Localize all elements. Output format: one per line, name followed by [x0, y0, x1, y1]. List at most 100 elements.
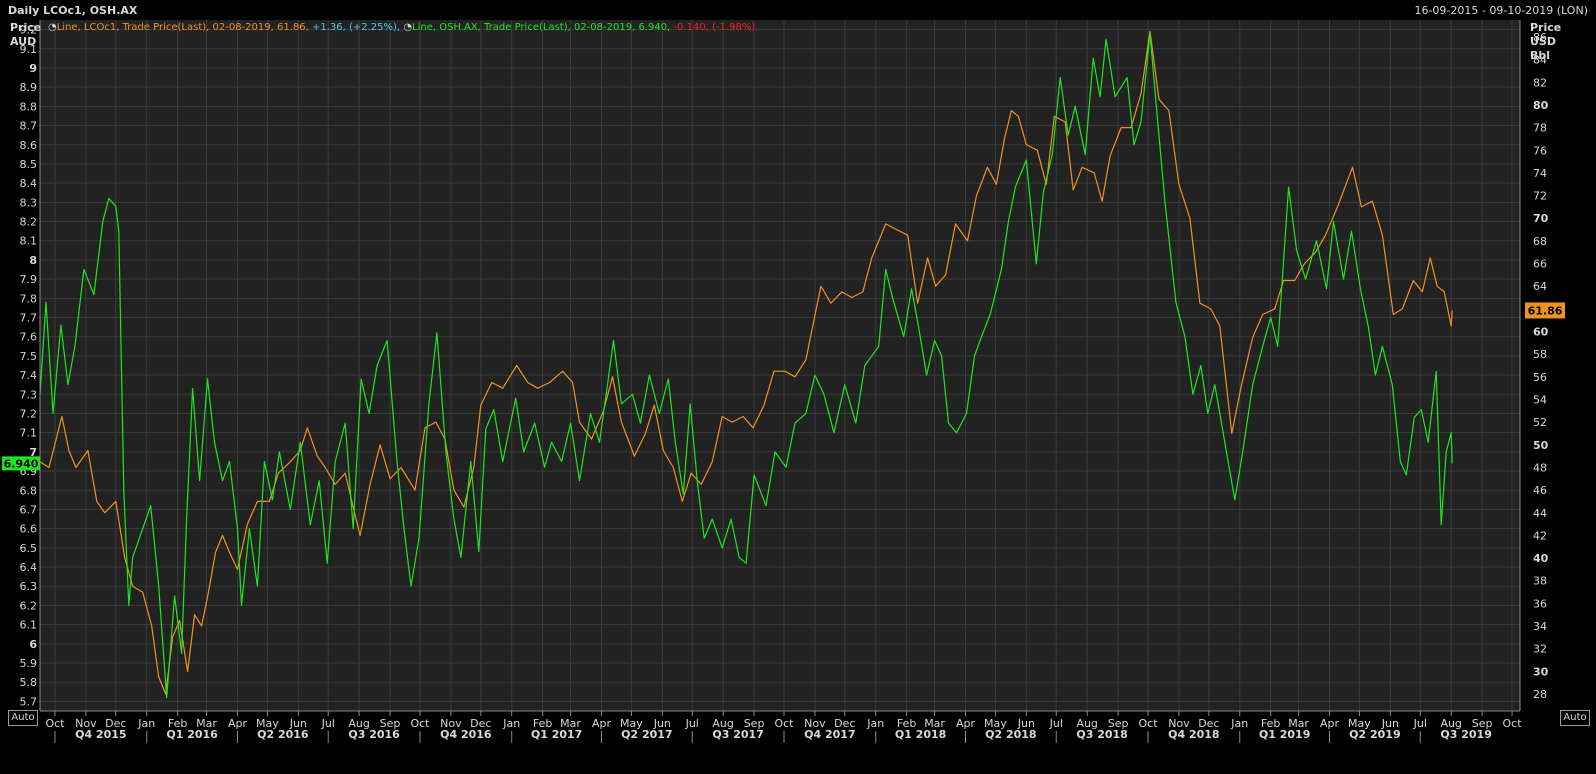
left-tick-label: 9: [29, 62, 37, 75]
month-label: Aug: [1440, 717, 1461, 730]
month-label: Oct: [45, 717, 65, 730]
month-label: Feb: [168, 717, 187, 730]
left-tick-label: 7.6: [20, 331, 38, 344]
month-label: Sep: [744, 717, 765, 730]
month-label: May: [984, 717, 1007, 730]
month-label: Mar: [196, 717, 217, 730]
left-tick-label: 9.1: [20, 43, 38, 56]
month-label: Aug: [348, 717, 369, 730]
right-tick-label: 38: [1533, 575, 1547, 588]
month-label: Mar: [1288, 717, 1309, 730]
last-value-tag-osh-ax: [2, 456, 40, 471]
last-value-tag-lcoc1: [1525, 302, 1565, 319]
left-tick-label: 8.8: [20, 100, 38, 113]
left-axis-title-price: Price: [10, 21, 42, 34]
right-tick-label: 36: [1533, 597, 1547, 610]
right-tick-label: 54: [1533, 393, 1547, 406]
right-tick-label: 44: [1533, 507, 1547, 520]
right-axis: 2830323436384042444648505254565860626466…: [1519, 20, 1549, 711]
month-label: Oct: [1138, 717, 1158, 730]
left-tick-label: 8.1: [20, 235, 38, 248]
series-osh-ax: [39, 32, 1453, 699]
left-tick-label: 6.4: [20, 561, 38, 574]
month-label: Nov: [1168, 717, 1190, 730]
x-axis: Oct Nov Dec Jan Feb Mar Apr May Jun Jul Aug Sep Oct N…: [40, 710, 1522, 743]
right-axis-title-price: Price: [1530, 21, 1562, 34]
left-axis: 5.75.85.966.16.26.36.46.56.66.76.86.977.…: [20, 20, 41, 711]
quarter-label: Q1 2017: [531, 728, 582, 741]
right-tick-label: 34: [1533, 620, 1547, 633]
month-label: Mar: [924, 717, 945, 730]
left-tick-label: 8.3: [20, 196, 38, 209]
month-label: Jul: [685, 717, 699, 730]
quarter-label: Q4 2015: [75, 728, 126, 741]
right-tick-label: 46: [1533, 484, 1547, 497]
quarter-label: Q2 2016: [257, 728, 309, 741]
month-label: Jun: [653, 717, 671, 730]
quarter-label: Q3 2018: [1076, 728, 1127, 741]
month-label: Feb: [897, 717, 916, 730]
month-label: Nov: [440, 717, 462, 730]
right-tick-label: 56: [1533, 371, 1547, 384]
right-tick-label: 84: [1533, 54, 1547, 67]
month-label: Aug: [1076, 717, 1097, 730]
left-tick-label: 7.4: [20, 369, 38, 382]
right-tick-label: 40: [1533, 552, 1549, 565]
month-label: Apr: [1320, 717, 1340, 730]
quarter-label: Q3 2017: [712, 728, 763, 741]
legend-item-osh-ax[interactable]: ◔Line, OSH.AX, Trade Price(Last), 02-08-…: [403, 22, 755, 33]
month-label: Oct: [410, 717, 430, 730]
quarter-label: Q3 2016: [348, 728, 400, 741]
month-label: Jul: [1413, 717, 1427, 730]
right-tick-label: 74: [1533, 167, 1547, 180]
month-label: Apr: [592, 717, 612, 730]
right-tick-label: 76: [1533, 144, 1547, 157]
month-label: Nov: [804, 717, 826, 730]
month-label: Dec: [834, 717, 855, 730]
right-tick-label: 42: [1533, 529, 1547, 542]
right-tick-label: 30: [1533, 665, 1549, 678]
quarter-label: Q1 2019: [1259, 728, 1310, 741]
month-label: Jul: [1049, 717, 1063, 730]
left-tick-label: 8.6: [20, 139, 38, 152]
quarter-label: Q2 2017: [621, 728, 672, 741]
quarter-label: Q4 2016: [440, 728, 492, 741]
right-axis-title-currency: USD: [1530, 35, 1556, 48]
last-value-text-lcoc1: 61.86: [1528, 304, 1563, 317]
left-tick-label: 5.7: [20, 695, 38, 708]
month-label: Apr: [956, 717, 976, 730]
left-tick-label: 7.5: [20, 350, 38, 363]
date-range: 16-09-2015 - 09-10-2019 (LON): [1414, 4, 1588, 17]
legend-change: +1.36, (+2.25%),: [311, 22, 401, 33]
right-tick-label: 68: [1533, 235, 1547, 248]
last-value-text-osh-ax: 6.940: [4, 457, 39, 470]
right-tick-label: 82: [1533, 76, 1547, 89]
left-tick-label: 7.3: [20, 388, 38, 401]
month-label: Sep: [1108, 717, 1129, 730]
series-line-osh-ax[interactable]: [39, 32, 1453, 699]
month-label: Jun: [1381, 717, 1399, 730]
left-tick-label: 8.9: [20, 81, 38, 94]
right-tick-label: 60: [1533, 326, 1549, 339]
month-label: Sep: [380, 717, 401, 730]
month-label: May: [256, 717, 279, 730]
month-label: Jun: [1017, 717, 1035, 730]
left-tick-label: 6.6: [20, 523, 38, 536]
month-label: Jan: [1230, 717, 1248, 730]
legend-item-lcoc1[interactable]: ◔Line, LCOc1, Trade Price(Last), 02-08-2…: [48, 22, 403, 33]
legend-change: -0.140, (-1.98%): [673, 22, 756, 33]
left-tick-label: 8.4: [20, 177, 38, 190]
left-tick-label: 7.1: [20, 427, 38, 440]
left-tick-label: 8.2: [20, 216, 38, 229]
right-tick-label: 32: [1533, 643, 1547, 656]
left-auto-scale-button[interactable]: Auto: [8, 710, 38, 726]
legend: ◔Line, LCOc1, Trade Price(Last), 02-08-2…: [48, 22, 755, 33]
plot-area[interactable]: [40, 20, 1520, 711]
series-lcoc1: [39, 30, 1453, 695]
right-tick-label: 58: [1533, 348, 1547, 361]
right-tick-label: 64: [1533, 280, 1547, 293]
right-tick-label: 70: [1533, 212, 1549, 225]
series-line-lcoc1[interactable]: [39, 30, 1453, 695]
right-auto-scale-button[interactable]: Auto: [1560, 710, 1590, 726]
